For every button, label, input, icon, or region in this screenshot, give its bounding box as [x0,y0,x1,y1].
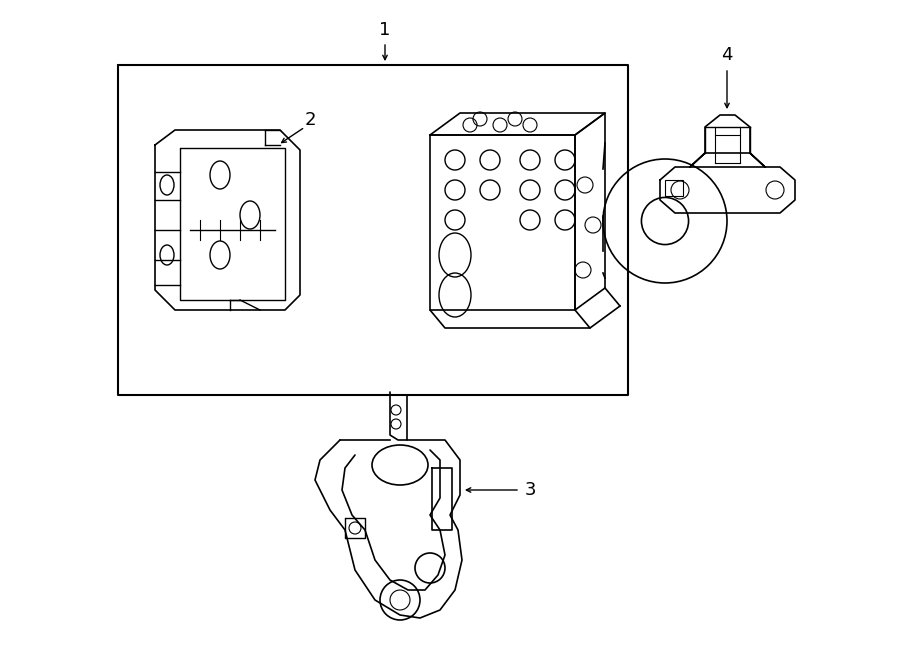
Text: 1: 1 [379,21,391,39]
Bar [665,180,683,196]
Text: 2: 2 [304,111,316,129]
Text: 3: 3 [524,481,536,499]
Text: 4: 4 [721,46,733,64]
